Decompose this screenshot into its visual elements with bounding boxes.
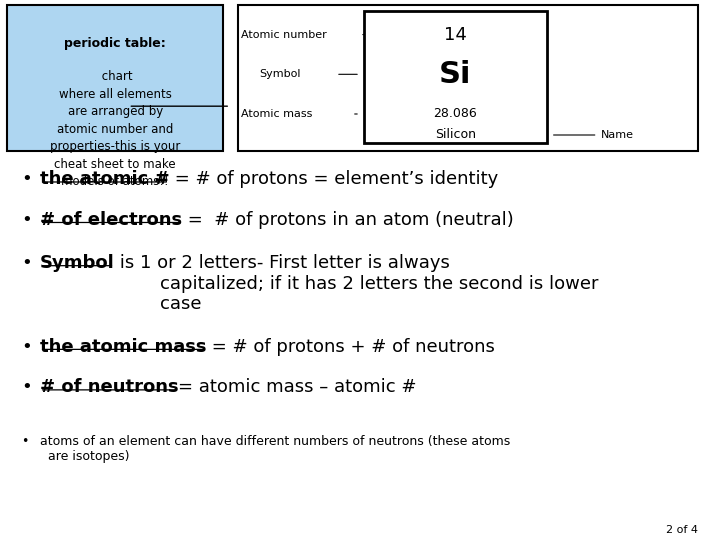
Bar <box>364 11 547 143</box>
Text: = # of protons + # of neutrons: = # of protons + # of neutrons <box>206 338 495 355</box>
Text: Atomic mass: Atomic mass <box>241 109 312 119</box>
Text: •: • <box>22 338 32 355</box>
Text: •: • <box>22 211 32 228</box>
Text: chart
where all elements
are arranged by
atomic number and
properties-this is yo: chart where all elements are arranged by… <box>50 70 181 188</box>
Text: the atomic #: the atomic # <box>40 170 169 188</box>
Text: Name: Name <box>601 130 634 140</box>
Text: •: • <box>22 378 32 396</box>
Bar <box>7 5 223 151</box>
Text: # of neutrons: # of neutrons <box>40 378 179 396</box>
Text: the atomic mass: the atomic mass <box>40 338 206 355</box>
Text: Symbol: Symbol <box>259 69 301 79</box>
Text: Silicon: Silicon <box>435 129 476 141</box>
Text: •: • <box>22 254 32 272</box>
Text: 2 of 4: 2 of 4 <box>667 524 698 535</box>
Bar <box>238 5 698 151</box>
Text: # of electrons: # of electrons <box>40 211 181 228</box>
Text: Atomic number: Atomic number <box>241 30 327 39</box>
Text: periodic table:: periodic table: <box>64 37 166 50</box>
Text: =  # of protons in an atom (neutral): = # of protons in an atom (neutral) <box>181 211 513 228</box>
Text: is 1 or 2 letters- First letter is always
        capitalized; if it has 2 lette: is 1 or 2 letters- First letter is alway… <box>114 254 599 313</box>
Text: 14: 14 <box>444 25 467 44</box>
Text: = # of protons = element’s identity: = # of protons = element’s identity <box>169 170 498 188</box>
Text: •: • <box>22 170 32 188</box>
Text: 28.086: 28.086 <box>433 107 477 120</box>
Text: atoms of an element can have different numbers of neutrons (these atoms
  are is: atoms of an element can have different n… <box>40 435 510 463</box>
Text: = atomic mass – atomic #: = atomic mass – atomic # <box>179 378 417 396</box>
Text: Si: Si <box>439 60 472 89</box>
Text: Symbol: Symbol <box>40 254 114 272</box>
Text: •: • <box>22 435 29 448</box>
